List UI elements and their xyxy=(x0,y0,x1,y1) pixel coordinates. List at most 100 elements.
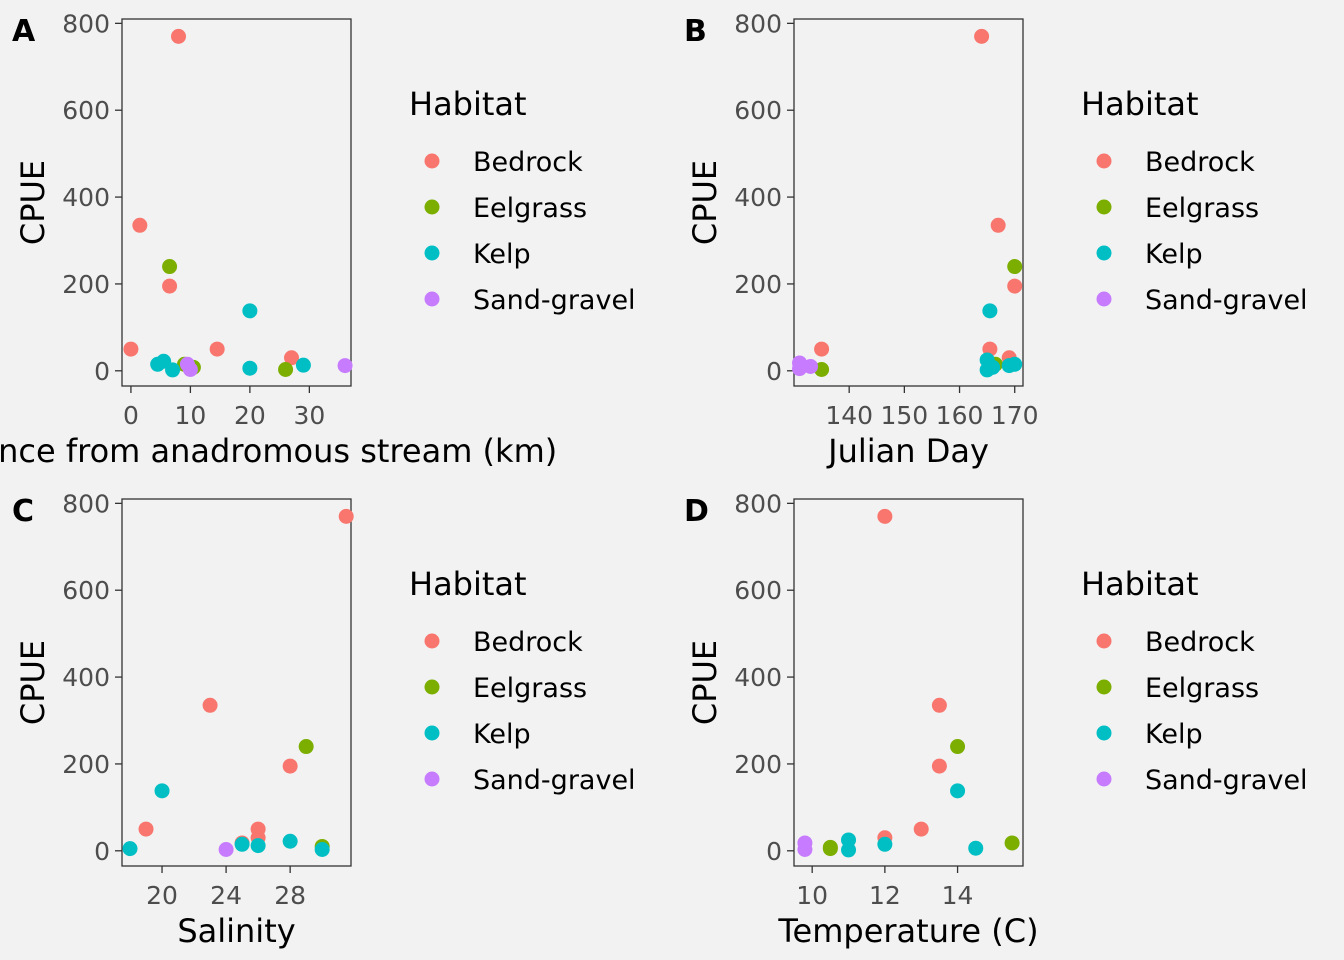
data-point xyxy=(295,357,311,373)
legend-label: Kelp xyxy=(473,239,531,270)
panel-letter: C xyxy=(12,494,34,529)
legend-key xyxy=(424,245,440,261)
legend-title: Habitat xyxy=(1081,565,1199,603)
legend-label: Kelp xyxy=(1145,239,1203,270)
data-point xyxy=(337,358,353,374)
legend-key xyxy=(424,199,440,215)
y-tick-label: 600 xyxy=(62,576,110,605)
legend-label: Kelp xyxy=(473,719,531,750)
legend-label: Sand-gravel xyxy=(473,285,636,316)
data-point xyxy=(282,833,298,849)
legend-title: Habitat xyxy=(409,565,527,603)
data-point xyxy=(132,217,148,233)
y-tick-label: 0 xyxy=(94,837,110,866)
data-point xyxy=(1007,278,1023,294)
x-tick-label: 170 xyxy=(991,401,1039,430)
legend-key xyxy=(424,291,440,307)
data-point xyxy=(985,359,1001,375)
x-axis-title: Julian Day xyxy=(826,432,989,470)
x-tick-label: 14 xyxy=(942,881,974,910)
y-tick-label: 600 xyxy=(734,96,782,125)
data-point xyxy=(877,836,893,852)
legend-key xyxy=(1096,199,1112,215)
y-axis-title: CPUE xyxy=(14,160,52,245)
data-point xyxy=(314,841,330,857)
x-tick-label: 20 xyxy=(234,401,266,430)
legend-key xyxy=(1096,771,1112,787)
legend: Habitat Bedrock Eelgrass Kelp Sand-gravel xyxy=(1081,565,1308,796)
legend: Habitat Bedrock Eelgrass Kelp Sand-gravel xyxy=(409,565,636,796)
legend-title: Habitat xyxy=(1081,85,1199,123)
panel-letter: A xyxy=(12,14,36,49)
y-tick-label: 200 xyxy=(734,750,782,779)
panel-a: 0 200 400 600 800 0 10 20 30Distance from anadro… xyxy=(0,9,636,470)
data-point xyxy=(122,841,138,857)
panel-letter: B xyxy=(684,14,707,49)
y-tick-label: 200 xyxy=(62,270,110,299)
y-tick-label: 200 xyxy=(62,750,110,779)
legend-label: Bedrock xyxy=(1145,627,1255,658)
y-tick-label: 800 xyxy=(734,489,782,518)
data-point xyxy=(968,840,984,856)
data-point xyxy=(990,217,1006,233)
legend-label: Kelp xyxy=(1145,719,1203,750)
panel-border xyxy=(793,498,1024,867)
data-point xyxy=(250,838,266,854)
data-point xyxy=(162,259,178,275)
legend-label: Bedrock xyxy=(1145,147,1255,178)
data-point xyxy=(242,303,258,319)
data-point xyxy=(278,361,294,377)
x-tick-label: 20 xyxy=(146,881,178,910)
data-point xyxy=(803,358,819,374)
y-axis-title: CPUE xyxy=(686,640,724,725)
y-tick-label: 400 xyxy=(62,663,110,692)
legend-key xyxy=(1096,245,1112,261)
data-point xyxy=(242,360,258,376)
y-tick-label: 0 xyxy=(766,837,782,866)
x-tick-label: 30 xyxy=(293,401,325,430)
legend-label: Sand-gravel xyxy=(1145,765,1308,796)
legend-label: Bedrock xyxy=(473,147,583,178)
data-point xyxy=(877,508,893,524)
legend-key xyxy=(424,153,440,169)
y-tick-label: 800 xyxy=(734,9,782,38)
data-point xyxy=(822,841,838,857)
data-point xyxy=(234,836,250,852)
legend-key xyxy=(1096,291,1112,307)
legend-label: Sand-gravel xyxy=(473,765,636,796)
y-tick-label: 800 xyxy=(62,489,110,518)
data-point xyxy=(982,303,998,319)
x-tick-label: 12 xyxy=(869,881,901,910)
y-tick-label: 400 xyxy=(734,183,782,212)
data-point xyxy=(209,341,225,357)
data-point xyxy=(162,278,178,294)
x-tick-label: 28 xyxy=(274,881,306,910)
legend-key xyxy=(424,633,440,649)
legend-key xyxy=(1096,679,1112,695)
legend-label: Sand-gravel xyxy=(1145,285,1308,316)
y-axis-title: CPUE xyxy=(14,640,52,725)
legend-key xyxy=(424,771,440,787)
y-tick-label: 200 xyxy=(734,270,782,299)
x-tick-label: 140 xyxy=(825,401,873,430)
data-point xyxy=(298,739,314,755)
data-point xyxy=(931,697,947,713)
data-point xyxy=(165,362,181,378)
data-point xyxy=(841,842,857,858)
panel-border xyxy=(793,18,1024,387)
data-point xyxy=(797,841,813,857)
legend-label: Eelgrass xyxy=(473,193,587,224)
data-point xyxy=(1004,835,1020,851)
x-axis-title: Salinity xyxy=(177,912,295,950)
data-point xyxy=(913,821,929,837)
legend-label: Bedrock xyxy=(473,627,583,658)
data-point xyxy=(931,758,947,774)
legend-label: Eelgrass xyxy=(1145,673,1259,704)
data-point xyxy=(171,28,187,44)
legend-title: Habitat xyxy=(409,85,527,123)
data-point xyxy=(202,697,218,713)
data-point xyxy=(1007,259,1023,275)
